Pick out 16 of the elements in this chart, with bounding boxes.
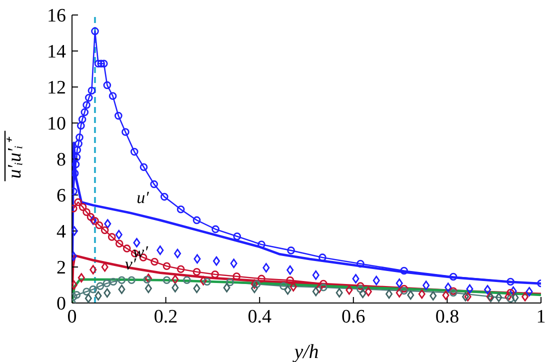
y-tick-label: 10 xyxy=(47,114,66,135)
y-tick-label: 2 xyxy=(56,258,66,279)
y-tick-label: 14 xyxy=(47,42,66,63)
x-tick-label: 0.8 xyxy=(435,306,460,328)
x-tick-label: 0.4 xyxy=(248,306,272,328)
y-tick-label: 12 xyxy=(47,78,66,99)
x-tick-label: 0.6 xyxy=(342,306,366,328)
y-tick-label: 16 xyxy=(47,6,66,27)
y-axis-title: u′ᵢu′ᵢ⁺ xyxy=(4,136,26,179)
y-tick-label: 4 xyxy=(56,222,66,243)
y-tick-label: 8 xyxy=(56,150,66,171)
x-tick-label: 0.2 xyxy=(154,306,178,328)
series-label: u′ xyxy=(136,188,150,207)
x-axis-title: y/h xyxy=(292,341,319,362)
x-tick-label: 1 xyxy=(536,306,546,328)
y-tick-label: 6 xyxy=(56,186,66,207)
